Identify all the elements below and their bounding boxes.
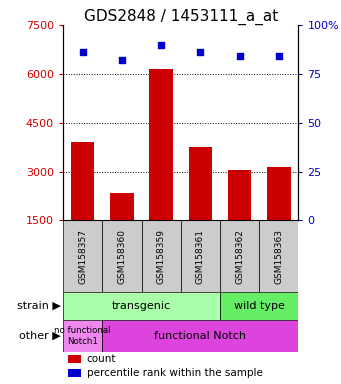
Text: GSM158359: GSM158359 [157, 228, 166, 284]
Text: GSM158363: GSM158363 [274, 228, 283, 284]
Text: GSM158362: GSM158362 [235, 229, 244, 283]
Bar [267, 167, 291, 220]
Bar [149, 69, 173, 220]
Text: percentile rank within the sample: percentile rank within the sample [87, 368, 263, 378]
Bar [71, 142, 94, 220]
Text: transgenic: transgenic [112, 301, 171, 311]
Point [276, 53, 282, 59]
Title: GDS2848 / 1453111_a_at: GDS2848 / 1453111_a_at [84, 9, 278, 25]
Bar [102, 220, 142, 292]
Text: functional Notch: functional Notch [154, 331, 246, 341]
Bar [181, 220, 220, 292]
Bar [63, 220, 102, 292]
Bar [110, 193, 134, 220]
Bar [228, 170, 251, 220]
Bar [102, 320, 298, 352]
Text: GSM158357: GSM158357 [78, 228, 87, 284]
Point [197, 49, 203, 55]
Point [119, 57, 125, 63]
Bar [259, 220, 298, 292]
Text: GSM158360: GSM158360 [117, 228, 127, 284]
Point [80, 49, 85, 55]
Bar [68, 355, 81, 362]
Text: GSM158361: GSM158361 [196, 228, 205, 284]
Bar [68, 369, 81, 377]
Point [158, 41, 164, 48]
Text: no functional
Notch1: no functional Notch1 [55, 326, 111, 346]
Bar [220, 220, 259, 292]
Text: other ▶: other ▶ [19, 331, 61, 341]
Bar [220, 292, 298, 320]
Point [237, 53, 242, 59]
Text: wild type: wild type [234, 301, 285, 311]
Text: count: count [87, 354, 116, 364]
Bar [142, 220, 181, 292]
Bar [63, 320, 102, 352]
Text: strain ▶: strain ▶ [17, 301, 61, 311]
Bar [63, 292, 220, 320]
Bar [189, 147, 212, 220]
